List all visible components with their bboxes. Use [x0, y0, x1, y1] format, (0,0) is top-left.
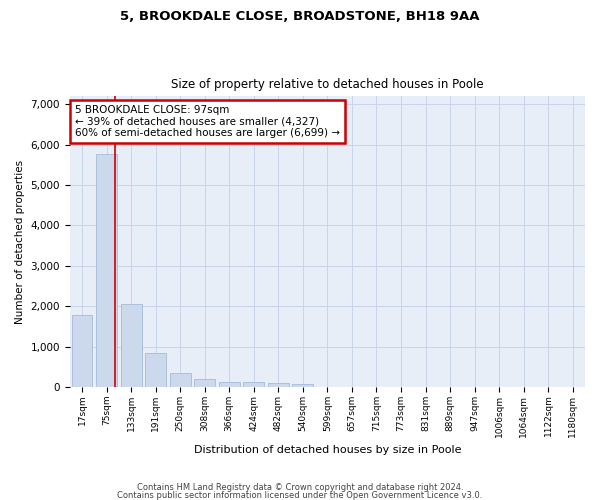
Text: 5 BROOKDALE CLOSE: 97sqm
← 39% of detached houses are smaller (4,327)
60% of sem: 5 BROOKDALE CLOSE: 97sqm ← 39% of detach…	[75, 105, 340, 138]
Bar	[292, 384, 313, 387]
Bar	[244, 382, 264, 387]
Bar	[145, 354, 166, 387]
Y-axis label: Number of detached properties: Number of detached properties	[15, 160, 25, 324]
Bar	[96, 154, 117, 387]
X-axis label: Distribution of detached houses by size in Poole: Distribution of detached houses by size …	[194, 445, 461, 455]
Bar	[121, 304, 142, 387]
Bar	[170, 373, 191, 387]
Title: Size of property relative to detached houses in Poole: Size of property relative to detached ho…	[171, 78, 484, 91]
Text: Contains HM Land Registry data © Crown copyright and database right 2024.: Contains HM Land Registry data © Crown c…	[137, 484, 463, 492]
Bar	[219, 382, 239, 387]
Bar	[268, 383, 289, 387]
Bar	[71, 315, 92, 387]
Text: 5, BROOKDALE CLOSE, BROADSTONE, BH18 9AA: 5, BROOKDALE CLOSE, BROADSTONE, BH18 9AA	[120, 10, 480, 23]
Bar	[194, 379, 215, 387]
Text: Contains public sector information licensed under the Open Government Licence v3: Contains public sector information licen…	[118, 490, 482, 500]
